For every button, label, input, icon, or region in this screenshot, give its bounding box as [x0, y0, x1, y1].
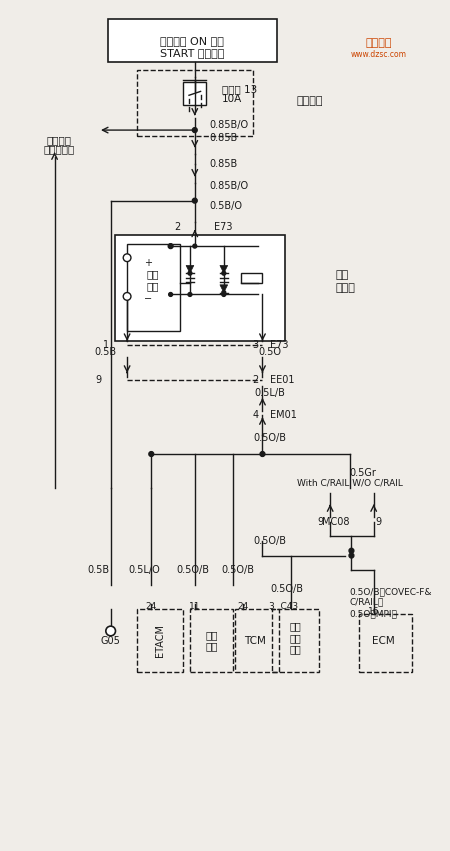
Text: 2: 2 [252, 374, 259, 385]
Text: 0.5B/O: 0.5B/O [209, 201, 242, 210]
Text: 0.5O/B: 0.5O/B [270, 585, 303, 594]
Circle shape [349, 548, 354, 553]
Text: E73: E73 [214, 222, 233, 231]
Bar [116, 235, 285, 341]
Text: START 位时有电: START 位时有电 [160, 48, 224, 58]
Text: ECM: ECM [372, 636, 395, 646]
Bar [108, 19, 277, 62]
Bar [137, 70, 253, 136]
Text: 10A: 10A [222, 94, 242, 104]
Bar [137, 608, 183, 671]
Text: ETACM: ETACM [155, 624, 165, 657]
Circle shape [349, 553, 354, 558]
Text: TCM: TCM [244, 636, 266, 646]
Text: 4: 4 [252, 410, 259, 420]
Text: MC08: MC08 [322, 517, 350, 527]
Text: With C/RAIL W/O C/RAIL: With C/RAIL W/O C/RAIL [297, 478, 402, 488]
Text: 9: 9 [375, 517, 382, 527]
Text: +: + [144, 258, 153, 267]
Text: 0.85B/O: 0.85B/O [209, 181, 248, 191]
Circle shape [123, 254, 131, 261]
Text: 0.5O/B: 0.5O/B [254, 536, 287, 546]
Text: 0.5O: 0.5O [259, 347, 282, 357]
Text: 1: 1 [103, 340, 109, 350]
Text: 维库一卡: 维库一卡 [365, 38, 392, 48]
Text: 0.85B/O: 0.85B/O [209, 120, 248, 130]
Circle shape [106, 626, 116, 636]
Bar [359, 614, 412, 671]
Circle shape [192, 128, 197, 133]
Text: 0.85B: 0.85B [209, 133, 238, 143]
Circle shape [192, 198, 197, 203]
Text: 9: 9 [95, 374, 101, 385]
Text: 传感器: 传感器 [335, 283, 355, 293]
Text: 24: 24 [238, 603, 249, 611]
Circle shape [222, 271, 226, 275]
Text: G05: G05 [101, 636, 121, 646]
Bar [235, 608, 279, 671]
Text: 车速: 车速 [335, 270, 348, 280]
Text: C/RAIL）: C/RAIL） [350, 597, 384, 607]
Text: 至前乘员: 至前乘员 [47, 134, 72, 145]
Text: 0.5O/B: 0.5O/B [176, 565, 209, 575]
Text: 0.5O/B（COVEC-F&: 0.5O/B（COVEC-F& [350, 588, 432, 597]
Bar [183, 82, 207, 105]
Text: 0.85B: 0.85B [209, 159, 238, 169]
Bar [272, 608, 319, 671]
Text: 24: 24 [146, 603, 157, 611]
Circle shape [222, 293, 226, 296]
Text: 0.5L/B: 0.5L/B [255, 388, 286, 398]
Circle shape [168, 243, 173, 248]
Circle shape [169, 244, 172, 248]
Circle shape [188, 271, 192, 275]
Polygon shape [220, 285, 228, 293]
Text: 侧熔断丝盒: 侧熔断丝盒 [44, 145, 75, 154]
Text: 0.5Gr: 0.5Gr [350, 468, 376, 478]
Text: 熔断丝盒: 熔断丝盒 [296, 96, 323, 106]
Text: 16: 16 [368, 607, 379, 616]
Text: 仪表
组件: 仪表 组件 [206, 630, 218, 652]
Bar [241, 273, 262, 283]
Bar [127, 244, 180, 331]
Text: 0.5O/B: 0.5O/B [222, 565, 255, 575]
Circle shape [149, 452, 154, 456]
Polygon shape [186, 266, 194, 273]
Circle shape [260, 452, 265, 456]
Circle shape [123, 293, 131, 300]
Text: E73: E73 [270, 340, 289, 350]
Text: EE01: EE01 [270, 374, 295, 385]
Text: 9: 9 [317, 517, 324, 527]
Text: 怠速
控制
单元: 怠速 控制 单元 [289, 621, 301, 654]
Text: 0.5B: 0.5B [95, 347, 117, 357]
Text: 熔断丝 13: 熔断丝 13 [222, 84, 257, 94]
Circle shape [169, 293, 172, 296]
Text: www.dzsc.com: www.dzsc.com [351, 50, 406, 60]
Circle shape [193, 244, 197, 248]
Circle shape [222, 290, 226, 294]
Text: 点火开关 ON 位或: 点火开关 ON 位或 [160, 36, 224, 46]
Text: EM01: EM01 [270, 410, 297, 420]
Polygon shape [220, 266, 228, 273]
Text: 0.5O（MPI）: 0.5O（MPI） [350, 609, 397, 618]
Text: 3: 3 [252, 340, 259, 350]
Text: 0.5L/O: 0.5L/O [129, 565, 160, 575]
Text: 2: 2 [174, 222, 180, 231]
Text: 霍耳
元件: 霍耳 元件 [147, 269, 159, 291]
Text: 0.5O/B: 0.5O/B [254, 432, 287, 443]
Text: 11: 11 [189, 603, 201, 611]
Text: −: − [144, 294, 153, 305]
Circle shape [188, 293, 192, 296]
Bar [190, 608, 234, 671]
Text: 3  C43: 3 C43 [269, 603, 298, 611]
Text: 0.5B: 0.5B [87, 565, 109, 575]
